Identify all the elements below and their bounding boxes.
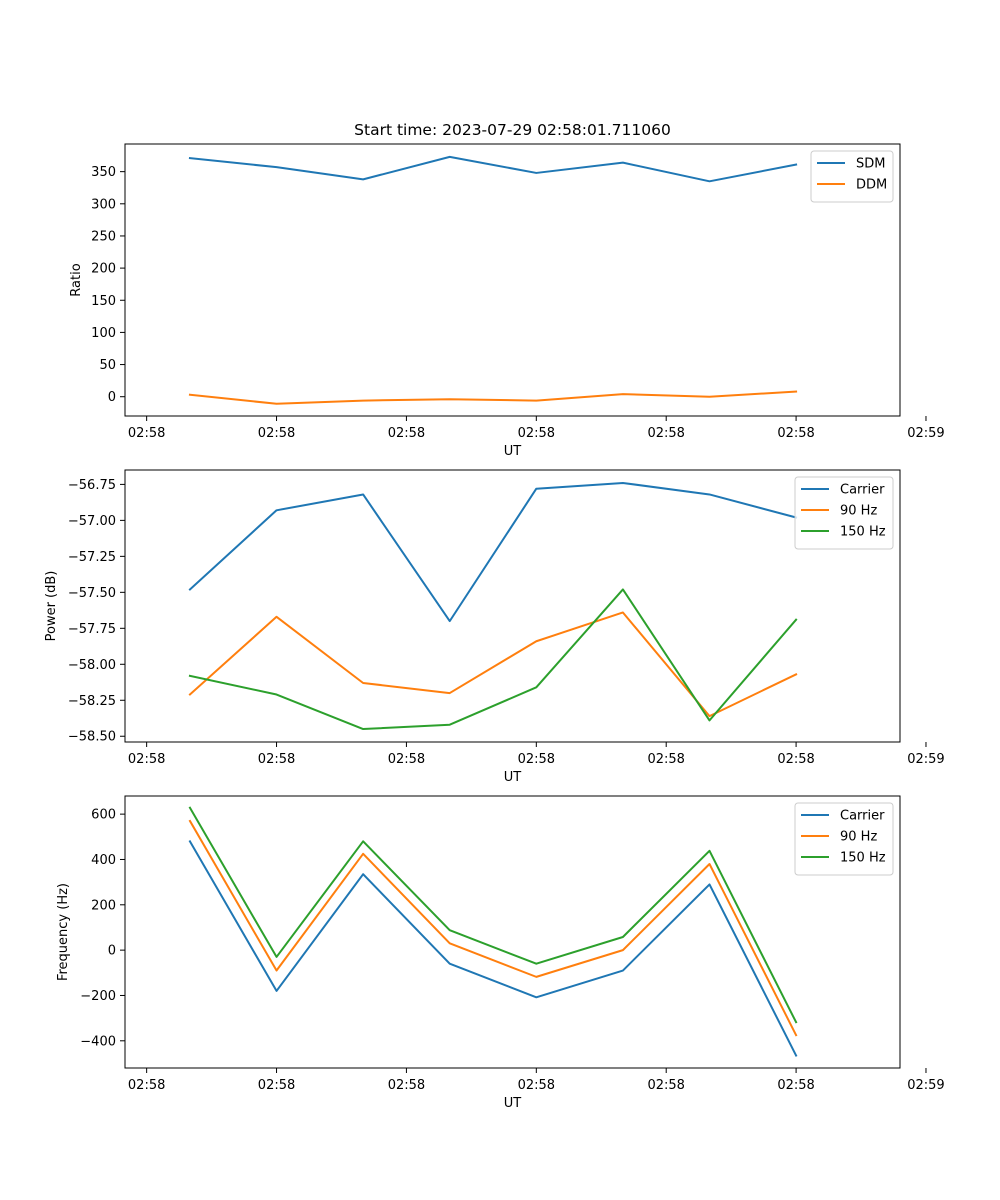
series-line-carrier <box>188 481 798 623</box>
x-axis-label: UT <box>504 770 522 785</box>
y-tick-label: −57.25 <box>68 550 116 565</box>
y-tick-label: −56.75 <box>68 478 116 493</box>
series-line-150-hz <box>188 806 798 1024</box>
x-tick-label: 02:58 <box>388 426 425 441</box>
legend-label: 150 Hz <box>840 851 886 866</box>
x-tick-label: 02:58 <box>518 426 555 441</box>
legend-label: SDM <box>856 157 885 172</box>
series-line-ddm <box>188 390 798 405</box>
y-tick-label: −57.50 <box>68 586 116 601</box>
x-tick-label: 02:58 <box>777 426 814 441</box>
y-axis-label: Frequency (Hz) <box>56 883 71 981</box>
legend-label: 150 Hz <box>840 525 886 540</box>
y-tick-label: 200 <box>91 898 116 913</box>
y-tick-label: 250 <box>91 229 116 244</box>
x-tick-label: 02:58 <box>777 752 814 767</box>
y-tick-label: −57.75 <box>68 622 116 637</box>
y-tick-label: −58.25 <box>68 694 116 709</box>
y-tick-label: −58.50 <box>68 730 116 745</box>
x-tick-label: 02:58 <box>647 752 684 767</box>
x-tick-label: 02:58 <box>128 426 165 441</box>
x-tick-label: 02:58 <box>128 752 165 767</box>
x-tick-label: 02:58 <box>258 1078 295 1093</box>
subplot-1: Start time: 2023-07-29 02:58:01.71106002… <box>69 121 945 459</box>
legend: SDM DDM <box>810 150 894 203</box>
y-tick-label: 50 <box>99 358 116 373</box>
legend-label: Carrier <box>840 809 885 824</box>
x-tick-label: 02:58 <box>258 426 295 441</box>
y-axis-label: Power (dB) <box>44 571 59 642</box>
x-tick-label: 02:58 <box>388 1078 425 1093</box>
series-line-sdm <box>188 155 798 183</box>
y-tick-label: 0 <box>108 390 116 405</box>
series-line-carrier <box>188 839 798 1057</box>
x-tick-label: 02:58 <box>647 426 684 441</box>
y-tick-label: 350 <box>91 165 116 180</box>
subplot-3: 02:58 02:58 02:58 02:58 02:58 02:58 02:59 −400 −… <box>56 795 945 1111</box>
legend: Carrier 90 Hz 150 Hz <box>794 476 894 550</box>
chart-title: Start time: 2023-07-29 02:58:01.711060 <box>354 121 671 139</box>
x-tick-label: 02:58 <box>518 752 555 767</box>
x-axis-label: UT <box>504 444 522 459</box>
legend-label: 90 Hz <box>840 830 877 845</box>
x-tick-label: 02:58 <box>777 1078 814 1093</box>
series-line-150-hz <box>188 588 798 731</box>
x-tick-label: 02:58 <box>258 752 295 767</box>
subplot-2: 02:58 02:58 02:58 02:58 02:58 02:58 02:59 −58.5… <box>44 469 945 785</box>
x-axis-label: UT <box>504 1096 522 1111</box>
legend-label: DDM <box>856 178 887 193</box>
axes-frame <box>124 143 901 417</box>
x-tick-label: 02:58 <box>647 1078 684 1093</box>
y-tick-label: −58.00 <box>68 658 116 673</box>
y-tick-label: 600 <box>91 808 116 823</box>
series-line-90-hz <box>188 819 798 1037</box>
y-tick-label: −400 <box>80 1034 116 1049</box>
y-tick-label: 100 <box>91 326 116 341</box>
y-tick-label: −200 <box>80 989 116 1004</box>
legend-label: Carrier <box>840 483 885 498</box>
y-tick-label: 0 <box>108 944 116 959</box>
y-tick-label: 150 <box>91 294 116 309</box>
y-tick-label: 400 <box>91 853 116 868</box>
axes-frame <box>124 795 901 1069</box>
x-tick-label: 02:59 <box>907 1078 944 1093</box>
y-tick-label: 200 <box>91 262 116 277</box>
y-axis-label: Ratio <box>69 263 84 296</box>
y-tick-label: −57.00 <box>68 514 116 529</box>
legend: Carrier 90 Hz 150 Hz <box>794 802 894 876</box>
x-tick-label: 02:58 <box>388 752 425 767</box>
x-tick-label: 02:59 <box>907 426 944 441</box>
series-line-90-hz <box>188 611 798 718</box>
legend-label: 90 Hz <box>840 504 877 519</box>
axes-frame <box>124 469 901 743</box>
x-tick-label: 02:58 <box>128 1078 165 1093</box>
x-tick-label: 02:59 <box>907 752 944 767</box>
x-tick-label: 02:58 <box>518 1078 555 1093</box>
y-tick-label: 300 <box>91 197 116 212</box>
